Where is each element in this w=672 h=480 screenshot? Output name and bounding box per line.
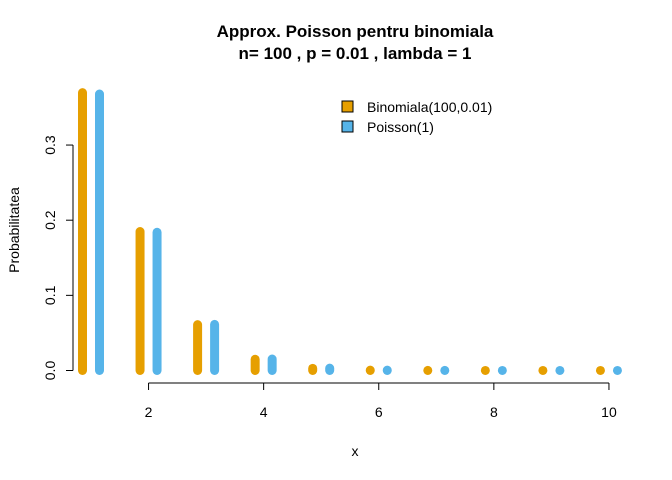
y-tick-label-0: 0.0: [42, 361, 58, 381]
y-tick-label-1: 0.1: [42, 285, 58, 305]
x-axis-label: x: [352, 443, 359, 459]
legend-swatch-0: [341, 100, 354, 113]
x-axis: 2 4 6 8 10: [145, 382, 617, 420]
x-tick-label-10: 10: [601, 404, 617, 420]
x-tick-label-4: 4: [260, 404, 268, 420]
chart-title-line-2: n= 100 , p = 0.01 , lambda = 1: [239, 44, 472, 63]
x-tick-label-6: 6: [375, 404, 383, 420]
x-tick-label-8: 8: [490, 404, 498, 420]
legend-label-1: Poisson(1): [367, 119, 434, 135]
y-tick-label-2: 0.2: [42, 210, 58, 230]
y-axis-label: Probabilitatea: [6, 187, 22, 273]
y-axis: 0.0 0.1 0.2 0.3: [42, 135, 74, 381]
x-tick-label-2: 2: [145, 404, 153, 420]
legend-swatch-1: [341, 120, 354, 133]
chart-title-line-1: Approx. Poisson pentru binomiala: [217, 22, 494, 41]
legend-label-0: Binomiala(100,0.01): [367, 99, 492, 115]
y-tick-label-3: 0.3: [42, 135, 58, 155]
legend: Binomiala(100,0.01) Poisson(1): [341, 99, 492, 135]
bars-layer: [78, 88, 622, 375]
